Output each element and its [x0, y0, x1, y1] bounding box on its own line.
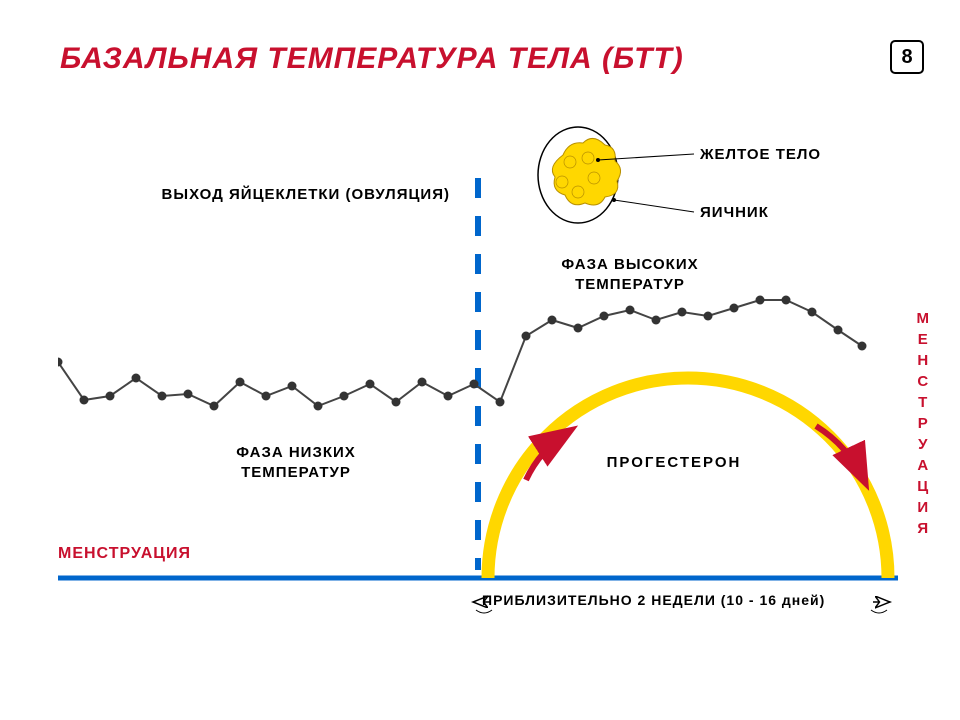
progesterone-label: ПРОГЕСТЕРОН: [574, 454, 774, 471]
phase-low-label-2: ТЕМПЕРАТУР: [196, 464, 396, 481]
phase-low-label-1: ФАЗА НИЗКИХ: [196, 444, 396, 461]
page-title: БАЗАЛЬНАЯ ТЕМПЕРАТУРА ТЕЛА (БТТ): [60, 42, 684, 76]
ovulation-label: ВЫХОД ЯЙЦЕКЛЕТКИ (ОВУЛЯЦИЯ): [150, 186, 450, 203]
chart-area: [58, 100, 898, 620]
corpus-luteum-label: ЖЕЛТОЕ ТЕЛО: [700, 146, 821, 163]
phase-high-label-2: ТЕМПЕРАТУР: [530, 276, 730, 293]
page-number-badge: 8: [890, 40, 924, 74]
phase-high-label-1: ФАЗА ВЫСОКИХ: [530, 256, 730, 273]
vert-menstruation-label: МЕНСТРУАЦИЯ: [917, 308, 933, 539]
ovary-label: ЯИЧНИК: [700, 204, 769, 221]
menstruation-label: МЕНСТРУАЦИЯ: [58, 545, 191, 563]
chart-svg: [58, 100, 898, 620]
approx-duration-label: ПРИБЛИЗИТЕЛЬНО 2 НЕДЕЛИ (10 - 16 дней): [482, 592, 912, 608]
